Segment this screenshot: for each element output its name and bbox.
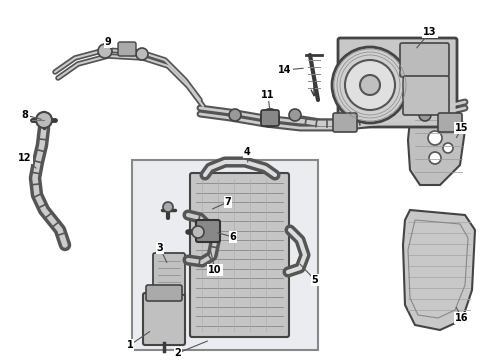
FancyBboxPatch shape [146, 285, 182, 301]
Bar [132, 160, 318, 350]
Circle shape [332, 47, 408, 123]
Circle shape [360, 75, 380, 95]
FancyBboxPatch shape [196, 220, 220, 242]
FancyBboxPatch shape [400, 43, 449, 77]
Text: 2: 2 [174, 348, 181, 358]
Text: 4: 4 [244, 147, 250, 157]
Text: 1: 1 [126, 340, 133, 350]
Circle shape [261, 109, 279, 127]
Circle shape [289, 109, 301, 121]
Circle shape [345, 60, 395, 110]
Text: 15: 15 [455, 123, 469, 133]
Text: 8: 8 [22, 110, 28, 120]
Circle shape [428, 131, 442, 145]
Circle shape [419, 109, 431, 121]
FancyBboxPatch shape [153, 253, 185, 295]
Text: 6: 6 [230, 232, 236, 242]
Circle shape [36, 112, 52, 128]
Circle shape [443, 143, 453, 153]
FancyBboxPatch shape [261, 110, 279, 126]
Text: 3: 3 [157, 243, 163, 253]
FancyBboxPatch shape [143, 293, 185, 345]
FancyBboxPatch shape [338, 38, 457, 127]
FancyBboxPatch shape [190, 173, 289, 337]
Circle shape [229, 109, 241, 121]
Text: 5: 5 [312, 275, 318, 285]
Circle shape [136, 48, 148, 60]
FancyBboxPatch shape [333, 113, 357, 132]
Circle shape [192, 226, 204, 238]
Circle shape [354, 109, 366, 121]
Text: 12: 12 [18, 153, 32, 163]
Circle shape [163, 202, 173, 212]
Circle shape [429, 152, 441, 164]
FancyBboxPatch shape [118, 42, 136, 56]
FancyBboxPatch shape [438, 113, 462, 132]
Circle shape [98, 44, 112, 58]
Polygon shape [403, 210, 475, 330]
Text: 16: 16 [455, 313, 469, 323]
Text: 7: 7 [224, 197, 231, 207]
Polygon shape [408, 110, 465, 185]
Text: 10: 10 [208, 265, 222, 275]
Text: 11: 11 [261, 90, 275, 100]
Text: 14: 14 [278, 65, 292, 75]
FancyBboxPatch shape [403, 76, 449, 115]
Text: 9: 9 [105, 37, 111, 47]
Text: 13: 13 [423, 27, 437, 37]
